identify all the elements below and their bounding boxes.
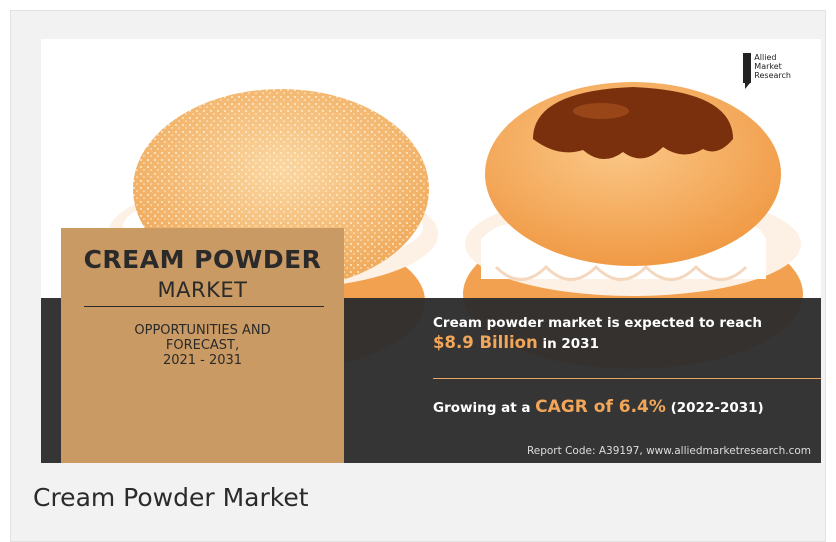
- stats-divider: [433, 378, 821, 379]
- logo-line: Research: [754, 71, 791, 80]
- title-sub: MARKET: [157, 278, 248, 302]
- value-suffix: in 2031: [537, 336, 599, 352]
- title-box: CREAM POWDER MARKET OPPORTUNITIES AND FO…: [61, 228, 344, 463]
- forecast-line: 2021 - 2031: [162, 353, 243, 368]
- figure-caption: Cream Powder Market: [33, 483, 309, 512]
- cagr-highlight: CAGR of 6.4%: [535, 397, 666, 417]
- reach-statement: Cream powder market is expected to reach: [433, 315, 762, 331]
- report-code: Report Code: A39197, www.alliedmarketres…: [526, 445, 811, 457]
- forecast-text: OPPORTUNITIES AND FORECAST, 2021 - 2031: [61, 323, 344, 368]
- figure-frame: Allied Market Research CREAM POWDER MARK…: [10, 10, 826, 542]
- title-divider: [84, 306, 324, 307]
- logo-mark: [743, 53, 752, 89]
- forecast-line: OPPORTUNITIES AND: [134, 323, 271, 338]
- title-main: CREAM POWDER: [83, 245, 322, 274]
- infographic-banner: Allied Market Research CREAM POWDER MARK…: [41, 39, 821, 463]
- logo-line: Allied: [754, 53, 777, 62]
- forecast-line: FORECAST,: [165, 338, 240, 353]
- cagr-statement: Growing at a CAGR of 6.4% (2022-2031): [433, 397, 764, 417]
- cagr-prefix: Growing at a: [433, 400, 536, 416]
- logo-line: Market: [754, 62, 782, 71]
- value-highlight: $8.9 Billion: [433, 333, 538, 352]
- cagr-suffix: (2022-2031): [665, 400, 764, 416]
- allied-market-research-logo-icon: Allied Market Research: [743, 53, 791, 89]
- logo-text: Allied Market Research: [754, 53, 791, 80]
- value-statement: $8.9 Billion in 2031: [433, 333, 599, 352]
